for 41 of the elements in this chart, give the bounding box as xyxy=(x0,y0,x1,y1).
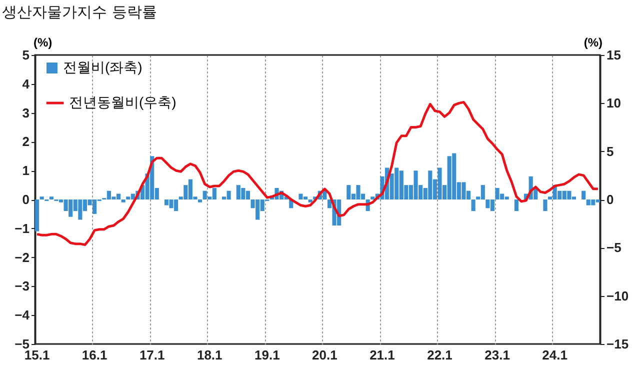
bar xyxy=(582,190,586,200)
bar xyxy=(308,200,312,202)
bar xyxy=(514,200,518,212)
y2-axis-title: (%) xyxy=(584,36,602,50)
y-axis-title: (%) xyxy=(34,36,52,50)
bar xyxy=(198,200,202,202)
y2-tick-label: 0 xyxy=(606,192,614,207)
y2-tick-label: −15 xyxy=(606,336,629,352)
y-tick-label: −2 xyxy=(14,250,30,265)
y-tick-label: 1 xyxy=(22,163,30,178)
x-tick-label: 16.1 xyxy=(82,348,108,362)
y-tick-label: 5 xyxy=(22,48,30,62)
y2-tick-label: −10 xyxy=(606,288,629,304)
bar xyxy=(49,196,54,200)
x-tick-label: 19.1 xyxy=(254,348,280,362)
y2-tick-label: −5 xyxy=(606,240,622,256)
bar xyxy=(121,200,126,202)
bar xyxy=(35,200,40,232)
bar xyxy=(543,200,548,212)
x-tick-label: 23.1 xyxy=(484,348,510,362)
legend-label: 전월비(좌축) xyxy=(63,59,142,75)
x-tick-label: 21.1 xyxy=(370,348,395,362)
x-tick-label: 24.1 xyxy=(542,348,568,362)
y-tick-label: 4 xyxy=(22,76,30,92)
y-tick-label: 2 xyxy=(22,134,30,150)
y-tick-label: 0 xyxy=(22,192,30,207)
y-tick-label: −3 xyxy=(14,278,30,294)
y-tick-label: −4 xyxy=(14,308,30,323)
y2-tick-label: 10 xyxy=(606,96,621,111)
y2-tick-label: 15 xyxy=(606,48,621,62)
x-tick-label: 17.1 xyxy=(139,348,165,362)
legend-label: 전년동월비(우축) xyxy=(69,94,176,110)
bar xyxy=(471,200,476,212)
x-tick-label: 20.1 xyxy=(312,348,338,362)
chart-title: 생산자물가지수 등락률 xyxy=(2,3,157,21)
x-tick-label: 18.1 xyxy=(196,348,222,362)
x-tick-label: 22.1 xyxy=(427,348,452,362)
y-tick-label: −1 xyxy=(14,220,30,236)
bar xyxy=(40,196,44,200)
y2-tick-label: 5 xyxy=(606,144,614,159)
y-tick-label: 3 xyxy=(22,105,30,120)
